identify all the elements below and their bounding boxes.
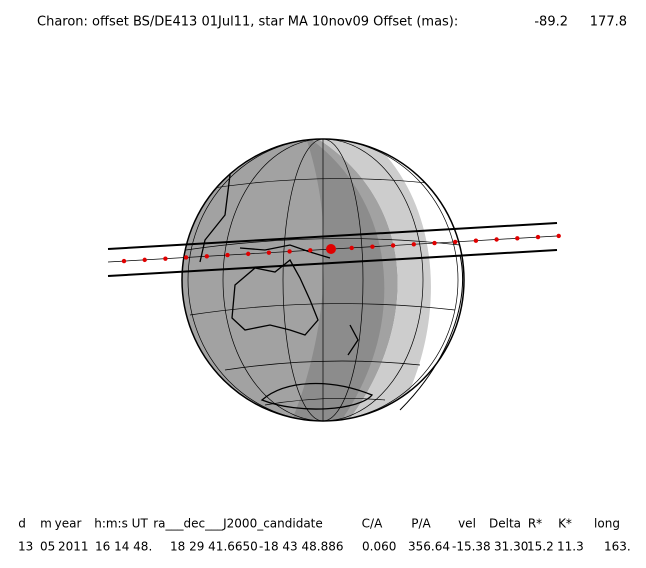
path-edge [107, 222, 558, 250]
offset: -89.2 [534, 15, 568, 30]
path-dot [266, 250, 272, 255]
cell: 163. [604, 540, 631, 554]
column-header: m [40, 517, 52, 531]
path-dot [308, 248, 313, 253]
path-dot [225, 252, 230, 258]
coastline [199, 159, 374, 410]
column-header: P/A [411, 517, 431, 531]
column-header: R* [528, 517, 542, 531]
column-header: vel [458, 517, 476, 531]
path-dot [411, 242, 416, 247]
cell: -18 43 48.886 [259, 540, 344, 554]
cell: 356.64 [408, 540, 450, 554]
path-dot [432, 240, 437, 246]
title: Charon: offset BS/DE413 01Jul11, star MA… [37, 15, 458, 30]
offset: 177.8 [590, 15, 627, 30]
globe-outline [181, 138, 465, 422]
path-dot [473, 238, 479, 243]
path-dot [163, 256, 168, 261]
path-dot [328, 246, 334, 252]
column-header: K* [558, 517, 572, 531]
shadow [290, 139, 385, 421]
globe [182, 139, 464, 421]
cell: 2011 [58, 540, 89, 554]
path-dot [453, 239, 458, 245]
path-dot [494, 237, 499, 242]
path-dot [535, 234, 541, 240]
path-dot [390, 243, 396, 248]
twilight [312, 139, 431, 421]
path-dot [204, 254, 209, 259]
path-edge [107, 249, 558, 277]
column-header: ra___dec___J2000_candidate [153, 517, 323, 531]
path-dot [556, 233, 561, 239]
cell: 13 [18, 540, 33, 554]
limb-line [399, 254, 463, 411]
data-table: d m year h:m:s UT ra___dec___J2000_candidate… [18, 517, 631, 554]
cell: 0.060 [362, 540, 396, 554]
cell: 05 [40, 540, 55, 554]
path-dot [515, 236, 520, 241]
cell: 31.30 [494, 540, 528, 554]
column-header: long [594, 517, 620, 531]
path-dot [183, 255, 189, 260]
path-dots [121, 233, 561, 264]
column-header: C/A [362, 517, 383, 531]
column-header: h:m:s UT [94, 517, 148, 531]
cell: 15.2 [527, 540, 554, 554]
column-header: d [18, 517, 26, 531]
cell: 18 29 41.6650 [170, 540, 258, 554]
path-dot [287, 249, 292, 254]
graticule [185, 139, 461, 421]
column-header: Delta [489, 517, 521, 531]
column-header: year [55, 517, 82, 531]
path-dot [349, 245, 354, 251]
path-dot [246, 251, 251, 257]
path-dot [142, 257, 147, 263]
day [312, 139, 464, 421]
cell: 16 14 48. [95, 540, 152, 554]
cell: -15.38 [452, 540, 491, 554]
path-dot [370, 244, 375, 249]
cell: 11.3 [557, 540, 584, 554]
path-dot [121, 258, 127, 264]
